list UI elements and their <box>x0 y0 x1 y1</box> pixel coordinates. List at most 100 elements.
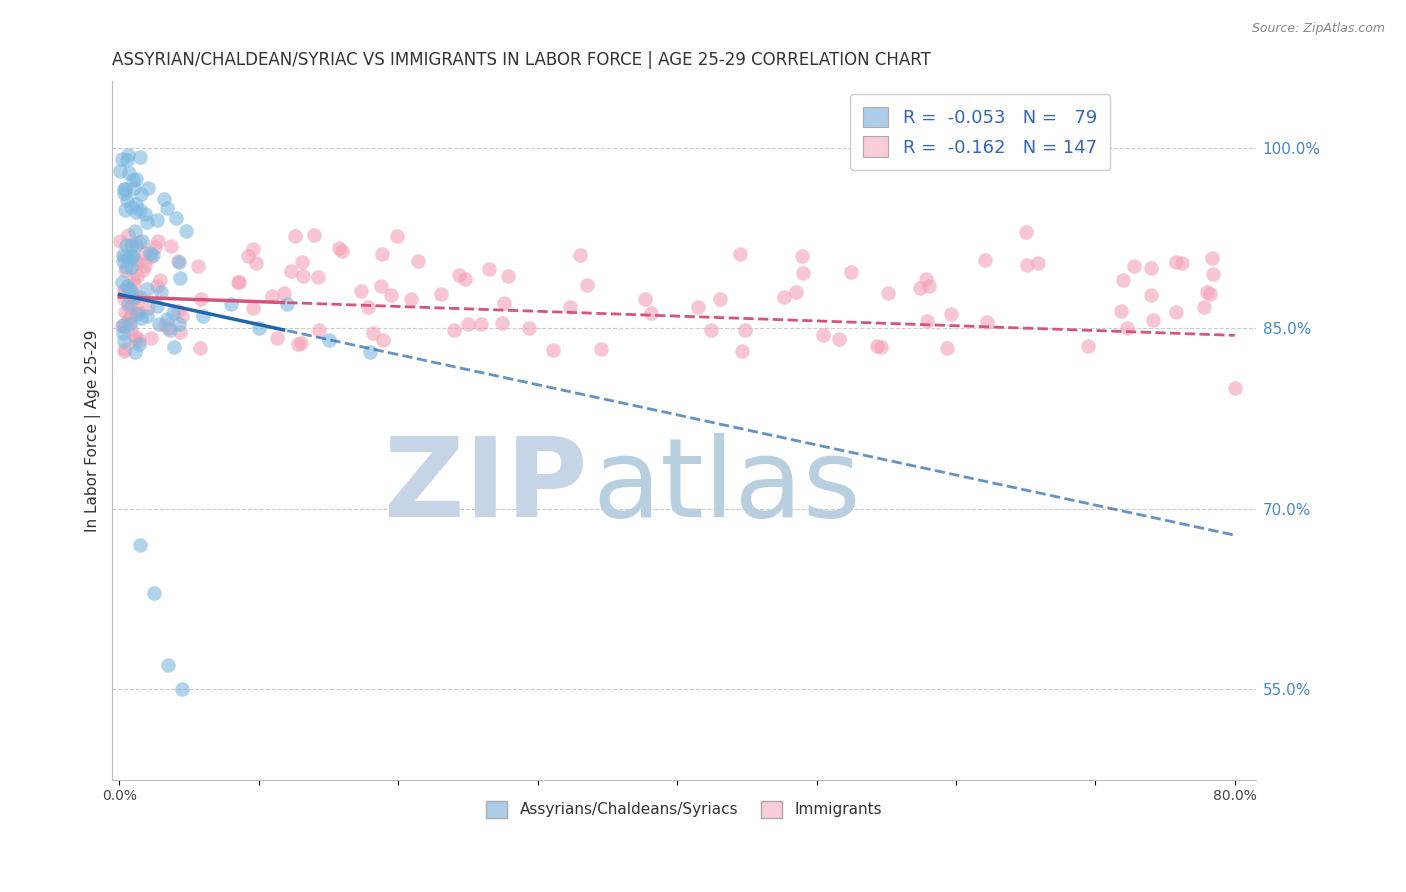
Point <box>870 340 893 354</box>
Point <box>976 315 998 329</box>
Point <box>273 285 295 300</box>
Point <box>359 345 381 359</box>
Point <box>318 333 340 347</box>
Point <box>125 288 148 302</box>
Point <box>117 313 139 327</box>
Point <box>134 207 156 221</box>
Point <box>287 337 309 351</box>
Point <box>558 300 581 314</box>
Point <box>117 227 139 242</box>
Point <box>120 284 142 298</box>
Point <box>114 305 136 319</box>
Point <box>541 343 564 357</box>
Point <box>124 332 146 346</box>
Point <box>811 328 834 343</box>
Point <box>156 312 179 326</box>
Point <box>792 249 814 263</box>
Point <box>166 253 188 268</box>
Point <box>125 330 148 344</box>
Point <box>276 297 298 311</box>
Point <box>115 238 138 252</box>
Point <box>112 248 135 262</box>
Point <box>1164 305 1187 319</box>
Point <box>117 297 139 311</box>
Point <box>124 224 146 238</box>
Point <box>127 308 149 322</box>
Point <box>120 238 142 252</box>
Point <box>1015 259 1038 273</box>
Point <box>120 309 142 323</box>
Y-axis label: In Labor Force | Age 25-29: In Labor Force | Age 25-29 <box>86 329 101 532</box>
Point <box>731 344 754 359</box>
Point <box>709 293 731 307</box>
Point <box>128 337 150 351</box>
Point <box>361 326 384 340</box>
Point <box>152 192 174 206</box>
Point <box>1116 321 1139 335</box>
Point <box>280 263 302 277</box>
Point <box>127 256 149 270</box>
Point <box>688 300 710 314</box>
Point <box>330 244 353 259</box>
Point <box>165 211 187 225</box>
Point <box>304 228 326 243</box>
Point <box>115 278 138 293</box>
Point <box>908 281 931 295</box>
Point <box>190 293 212 307</box>
Point <box>1109 303 1132 318</box>
Point <box>371 247 394 261</box>
Point <box>242 301 264 316</box>
Point <box>169 270 191 285</box>
Point <box>114 263 136 277</box>
Point <box>129 186 152 201</box>
Point <box>941 307 963 321</box>
Point <box>191 309 214 323</box>
Point <box>136 301 159 315</box>
Point <box>470 317 492 331</box>
Point <box>219 297 242 311</box>
Point <box>163 340 186 354</box>
Point <box>112 186 135 200</box>
Point <box>1202 267 1225 281</box>
Point <box>174 224 197 238</box>
Point <box>634 292 657 306</box>
Point <box>918 279 941 293</box>
Point <box>156 321 179 335</box>
Point <box>228 275 250 289</box>
Point <box>157 658 180 673</box>
Point <box>734 322 756 336</box>
Point <box>114 283 136 297</box>
Point <box>120 317 142 331</box>
Point <box>576 277 599 292</box>
Point <box>839 265 862 279</box>
Point <box>167 255 190 269</box>
Point <box>129 290 152 304</box>
Point <box>139 331 162 345</box>
Legend: Assyrians/Chaldeans/Syriacs, Immigrants: Assyrians/Chaldeans/Syriacs, Immigrants <box>479 795 889 824</box>
Point <box>453 272 475 286</box>
Point <box>492 296 515 310</box>
Point <box>120 293 142 308</box>
Point <box>167 317 190 331</box>
Point <box>139 245 162 260</box>
Point <box>111 318 134 333</box>
Point <box>136 215 159 229</box>
Point <box>148 317 170 331</box>
Point <box>145 299 167 313</box>
Point <box>114 343 136 358</box>
Point <box>112 292 135 306</box>
Point <box>307 270 329 285</box>
Point <box>290 335 312 350</box>
Point <box>236 249 259 263</box>
Point <box>242 242 264 256</box>
Point <box>129 311 152 326</box>
Point <box>118 310 141 324</box>
Point <box>266 330 288 344</box>
Point <box>122 272 145 286</box>
Point <box>914 272 936 286</box>
Text: ASSYRIAN/CHALDEAN/SYRIAC VS IMMIGRANTS IN LABOR FORCE | AGE 25-29 CORRELATION CH: ASSYRIAN/CHALDEAN/SYRIAC VS IMMIGRANTS I… <box>112 51 931 69</box>
Point <box>125 238 148 252</box>
Point <box>121 238 143 252</box>
Point <box>120 321 142 335</box>
Point <box>349 284 371 298</box>
